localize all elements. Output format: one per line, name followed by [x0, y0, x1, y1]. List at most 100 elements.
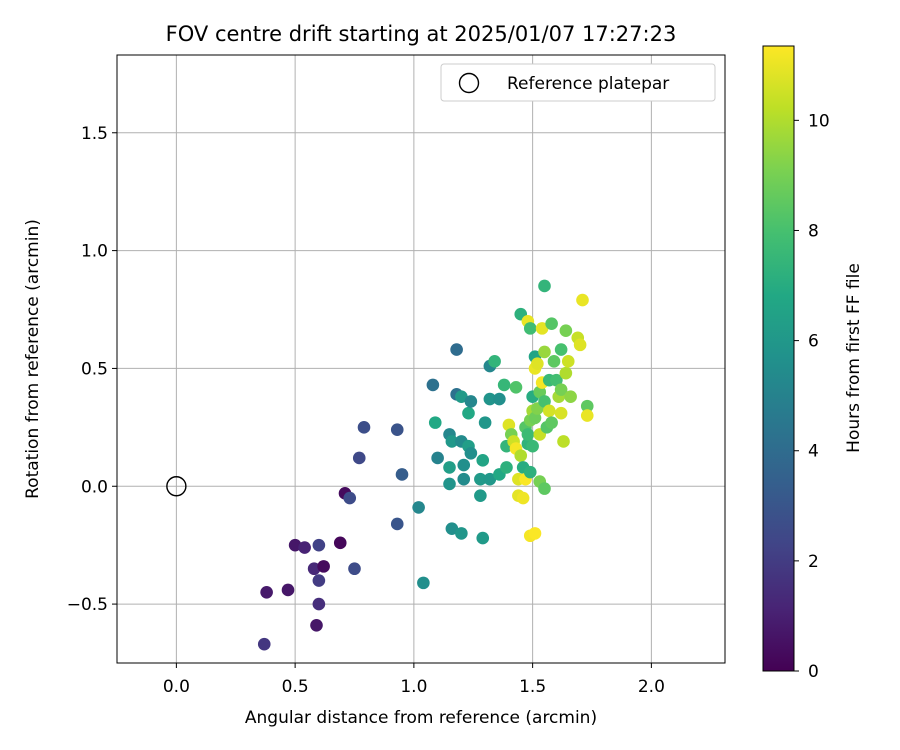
colorbar-tick-label: 2: [808, 552, 819, 572]
data-point: [445, 435, 459, 448]
data-point: [500, 461, 513, 474]
data-point: [390, 517, 404, 531]
data-point: [462, 406, 475, 420]
data-point: [533, 385, 547, 399]
data-point: [343, 491, 357, 505]
y-tick-label: 0.0: [81, 477, 108, 497]
data-point: [497, 378, 511, 392]
data-point: [428, 416, 442, 429]
y-axis-ticks: −0.5 0.0 0.5 1.0 1.5: [67, 124, 117, 615]
data-point: [464, 395, 478, 408]
data-point: [395, 468, 409, 481]
data-point: [357, 421, 371, 434]
x-tick-label: 1.5: [519, 677, 546, 697]
data-point: [412, 501, 425, 514]
legend: Reference platepar: [440, 63, 716, 102]
data-point: [431, 451, 444, 465]
colorbar-tick-label: 4: [808, 442, 819, 462]
x-tick-label: 0.0: [163, 677, 190, 697]
data-point: [528, 411, 542, 425]
data-points: [257, 279, 594, 651]
data-point: [538, 482, 551, 495]
y-tick-label: 1.0: [81, 242, 108, 262]
y-tick-label: 0.5: [81, 359, 108, 379]
y-axis-label: Rotation from reference (arcmin): [23, 219, 43, 499]
data-point: [538, 345, 551, 359]
plot-frame: [116, 54, 726, 664]
data-point: [443, 477, 456, 491]
legend-marker-icon: [458, 72, 480, 94]
data-point: [561, 355, 575, 368]
data-point: [535, 322, 549, 335]
data-point: [550, 373, 563, 387]
data-point: [580, 399, 594, 413]
data-point: [352, 451, 366, 465]
y-tick-label: 1.5: [81, 124, 108, 144]
data-point: [523, 322, 537, 335]
colorbar-gradient: [762, 45, 795, 672]
chart-title: FOV centre drift starting at 2025/01/07 …: [166, 22, 677, 46]
data-point: [457, 458, 471, 472]
colorbar-tick-label: 6: [808, 332, 819, 352]
data-point: [426, 378, 440, 392]
data-point: [559, 366, 573, 380]
legend-box: [440, 63, 716, 102]
data-point: [564, 390, 577, 404]
x-axis-ticks: 0.0 0.5 1.0 1.5 2.0: [163, 663, 665, 697]
reference-marker: [166, 476, 187, 497]
data-point: [547, 355, 561, 368]
data-point: [307, 562, 321, 576]
data-point: [554, 383, 568, 396]
data-point: [455, 527, 468, 540]
data-point: [554, 406, 568, 420]
data-point: [417, 576, 430, 590]
data-point: [521, 428, 535, 441]
data-point: [455, 390, 468, 404]
data-point: [516, 491, 530, 505]
data-point: [576, 293, 589, 307]
data-point: [390, 423, 404, 436]
data-point: [476, 531, 490, 545]
data-point: [445, 522, 459, 535]
data-point: [488, 355, 501, 368]
colorbar-label: Hours from first FF file: [844, 263, 864, 453]
data-point: [483, 472, 497, 486]
data-point: [457, 472, 471, 486]
data-point: [317, 560, 330, 573]
x-axis-label: Angular distance from reference (arcmin): [245, 708, 597, 728]
data-point: [478, 416, 492, 429]
data-point: [474, 489, 487, 502]
data-point: [288, 538, 302, 552]
data-point: [493, 392, 506, 406]
colorbar: 0 2 4 6 8 10 Hours from first FF file: [762, 45, 864, 682]
colorbar-tick-label: 10: [808, 111, 830, 131]
data-point: [538, 395, 551, 408]
x-tick-label: 2.0: [638, 677, 665, 697]
data-point: [474, 472, 487, 486]
data-point: [310, 618, 323, 632]
grid-lines: [117, 55, 725, 663]
data-point: [542, 404, 556, 418]
data-point: [573, 338, 587, 352]
data-point: [450, 343, 463, 356]
data-point: [348, 562, 361, 576]
data-point: [557, 435, 570, 448]
x-tick-label: 0.5: [282, 677, 309, 697]
data-point: [514, 449, 528, 462]
data-point: [281, 583, 295, 597]
data-point: [464, 446, 478, 460]
data-point: [483, 392, 497, 406]
data-point: [509, 380, 523, 394]
data-point: [531, 357, 544, 371]
data-point: [333, 536, 347, 550]
data-point: [538, 279, 551, 293]
data-point: [502, 418, 516, 432]
data-point: [260, 586, 273, 599]
data-point: [312, 538, 326, 552]
colorbar-ticks: 0 2 4 6 8 10: [794, 111, 830, 682]
data-point: [312, 574, 326, 587]
colorbar-tick-label: 0: [808, 662, 819, 682]
y-tick-label: −0.5: [67, 595, 108, 615]
data-point: [580, 409, 594, 422]
